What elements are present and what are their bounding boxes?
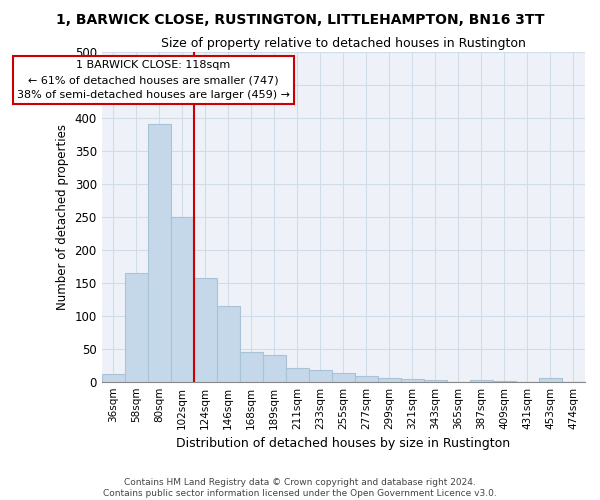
Bar — [263, 356, 286, 382]
Bar — [286, 368, 309, 382]
Bar — [332, 373, 355, 382]
Bar — [101, 374, 125, 382]
Bar — [355, 376, 378, 382]
Bar — [171, 216, 194, 382]
Bar — [148, 124, 171, 382]
Bar — [125, 273, 148, 382]
Bar — [240, 352, 263, 382]
Y-axis label: Number of detached properties: Number of detached properties — [56, 124, 69, 310]
Text: Contains HM Land Registry data © Crown copyright and database right 2024.
Contai: Contains HM Land Registry data © Crown c… — [103, 478, 497, 498]
Text: 1 BARWICK CLOSE: 118sqm
← 61% of detached houses are smaller (747)
38% of semi-d: 1 BARWICK CLOSE: 118sqm ← 61% of detache… — [17, 60, 290, 100]
Bar — [378, 378, 401, 382]
Bar — [470, 380, 493, 382]
Bar — [217, 306, 240, 382]
Bar — [401, 379, 424, 382]
Bar — [424, 380, 447, 382]
Bar — [539, 378, 562, 382]
Bar — [194, 278, 217, 382]
Text: 1, BARWICK CLOSE, RUSTINGTON, LITTLEHAMPTON, BN16 3TT: 1, BARWICK CLOSE, RUSTINGTON, LITTLEHAMP… — [56, 12, 544, 26]
Title: Size of property relative to detached houses in Rustington: Size of property relative to detached ho… — [161, 38, 526, 51]
Bar — [309, 370, 332, 382]
Bar — [493, 381, 516, 382]
X-axis label: Distribution of detached houses by size in Rustington: Distribution of detached houses by size … — [176, 437, 511, 450]
